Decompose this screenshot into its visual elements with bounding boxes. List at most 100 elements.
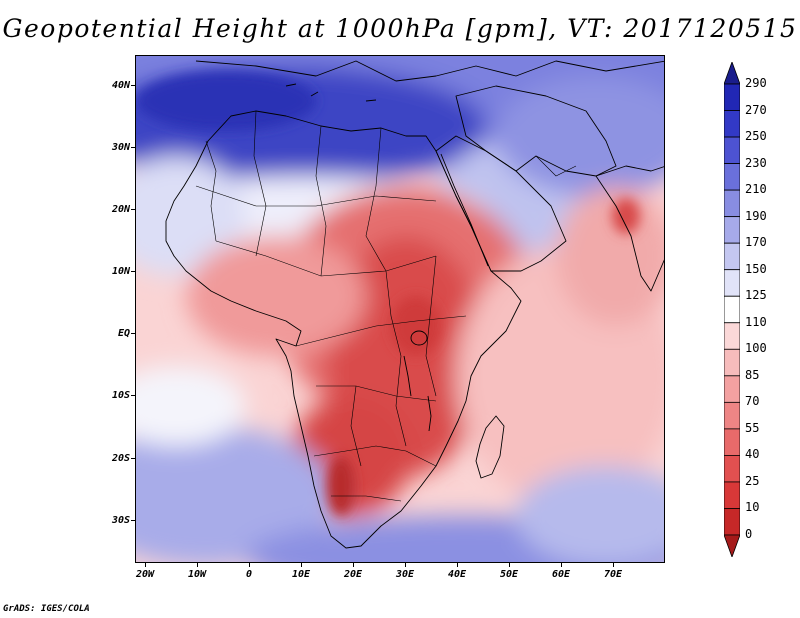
lon-tick	[301, 563, 302, 567]
colorbar-level-label: 110	[745, 314, 767, 329]
field-sahara-core	[136, 71, 316, 131]
colorbar-level-label: 100	[745, 341, 767, 356]
lat-label-20n: 20N	[111, 204, 130, 215]
lake-malawi	[427, 395, 432, 432]
colorbar-swatch	[724, 428, 740, 456]
colorbar-swatch	[724, 83, 740, 111]
colorbar-swatch	[724, 136, 740, 164]
border-10	[331, 495, 402, 502]
lat-tick	[131, 458, 135, 459]
lon-tick	[405, 563, 406, 567]
border-14	[535, 155, 577, 177]
lon-label-0: 0	[245, 569, 253, 580]
colorbar-swatch	[724, 348, 740, 377]
field-west-africa	[186, 236, 366, 356]
border-5	[215, 240, 437, 277]
lon-tick	[561, 563, 562, 567]
lon-label-60e: 60E	[551, 569, 571, 580]
colorbar-level-label: 0	[745, 527, 753, 541]
lon-label-10e: 10E	[291, 569, 311, 580]
lat-tick	[131, 209, 135, 210]
lat-label-10s: 10S	[111, 390, 130, 401]
field-atlantic-white	[136, 366, 246, 446]
colorbar-level-label: 170	[745, 235, 767, 250]
lat-tick	[131, 520, 135, 521]
lon-tick	[457, 563, 458, 567]
africa-coastline	[165, 110, 522, 549]
lake-tanganyika	[403, 355, 412, 397]
grads-credit: GrADS: IGES/COLA	[3, 604, 90, 614]
lat-label-30s: 30S	[111, 515, 130, 526]
field-lake-victoria	[391, 296, 441, 356]
colorbar-swatch	[724, 269, 740, 297]
colorbar-level-label: 40	[745, 447, 760, 462]
lat-label-eq: EQ	[117, 328, 130, 339]
chart-title: Geopotential Height at 1000hPa [gpm], VT…	[2, 14, 798, 43]
colorbar-level-label: 270	[745, 102, 767, 117]
colorbar-level-label: 125	[745, 288, 767, 303]
colorbar-level-label: 25	[745, 473, 760, 488]
colorbar-level-label: 70	[745, 394, 760, 409]
lon-label-70e: 70E	[603, 569, 623, 580]
colorbar-swatch	[724, 110, 740, 138]
colorbar-level-label: 290	[745, 76, 767, 90]
colorbar-swatch	[724, 508, 740, 536]
lat-label-10n: 10N	[111, 266, 130, 277]
field-namibia-low	[327, 456, 355, 516]
lat-label-20s: 20S	[111, 453, 130, 464]
colorbar	[724, 62, 740, 557]
colorbar-swatch	[724, 163, 740, 191]
colorbar-level-label: 85	[745, 367, 760, 382]
red-sea	[440, 153, 489, 267]
map-plot-area	[135, 55, 665, 563]
border-12	[425, 255, 437, 397]
field-south-indian	[516, 466, 664, 562]
lon-tick	[509, 563, 510, 567]
colorbar-level-label: 150	[745, 261, 767, 276]
colorbar-top-arrow	[724, 62, 740, 85]
field-india-low	[612, 198, 640, 234]
lon-label-20e: 20E	[343, 569, 363, 580]
colorbar-swatch	[724, 401, 740, 430]
lat-label-40n: 40N	[111, 80, 130, 91]
lon-tick	[613, 563, 614, 567]
colorbar-level-label: 250	[745, 129, 767, 144]
field-iran-blue	[496, 76, 664, 196]
lon-label-30e: 30E	[395, 569, 415, 580]
lat-tick	[131, 147, 135, 148]
colorbar-level-label: 190	[745, 208, 767, 223]
lon-label-40e: 40E	[447, 569, 467, 580]
lon-tick	[353, 563, 354, 567]
colorbar-swatch	[724, 455, 740, 483]
lat-tick	[131, 333, 135, 334]
border-9	[313, 445, 437, 467]
border-11	[385, 270, 407, 447]
europe-outline	[195, 60, 664, 82]
border-4	[365, 127, 387, 272]
border-3	[315, 125, 327, 277]
country-borders	[195, 110, 577, 502]
madagascar-outline	[475, 415, 505, 479]
colorbar-level-label: 210	[745, 182, 767, 197]
field-south-atlantic	[136, 426, 336, 562]
lat-tick	[131, 271, 135, 272]
colorbar-swatch	[724, 242, 740, 271]
colorbar-swatch	[724, 481, 740, 509]
colorbar-swatch	[724, 216, 740, 244]
mediterranean-islands	[285, 83, 377, 102]
colorbar-level-label: 10	[745, 500, 760, 515]
lon-label-10w: 10W	[187, 569, 207, 580]
colorbar-level-label: 230	[745, 155, 767, 170]
coastlines	[165, 60, 664, 549]
colorbar-level-label: 55	[745, 420, 760, 435]
colorbar-swatch	[724, 189, 740, 218]
lon-tick	[249, 563, 250, 567]
lon-tick	[145, 563, 146, 567]
lakes	[403, 330, 432, 432]
border-8	[316, 385, 437, 402]
lat-tick	[131, 395, 135, 396]
colorbar-swatch	[724, 295, 740, 324]
border-1	[205, 140, 217, 242]
field-north-atlantic	[136, 156, 246, 276]
border-6	[195, 185, 437, 207]
